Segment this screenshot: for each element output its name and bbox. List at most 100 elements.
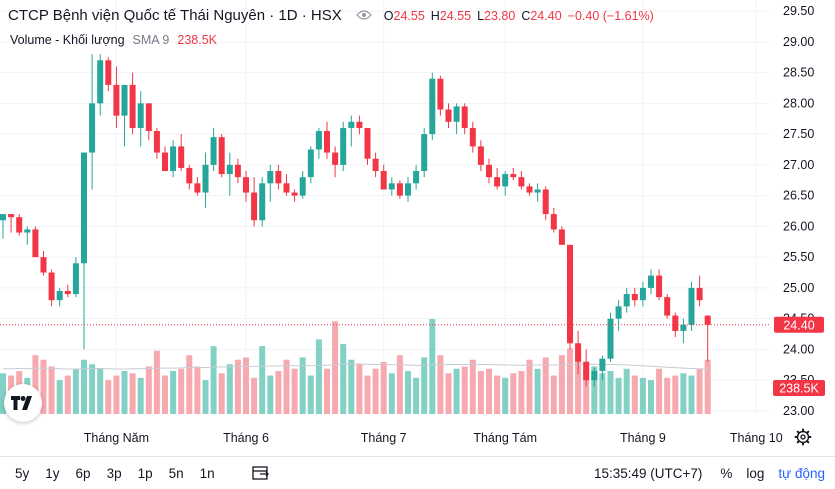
candle-body bbox=[372, 158, 379, 172]
timeframe-1y[interactable]: 1y bbox=[45, 465, 60, 481]
high-value: 24.55 bbox=[439, 8, 472, 23]
volume-bar bbox=[372, 368, 379, 414]
volume-bar bbox=[121, 371, 128, 414]
chart-title[interactable]: CTCP Bệnh viện Quốc tế Thái Nguyên · 1D … bbox=[8, 7, 342, 24]
candle-body bbox=[121, 84, 128, 116]
candle bbox=[461, 103, 468, 135]
candle-body bbox=[89, 103, 96, 153]
candle-body bbox=[72, 263, 79, 295]
volume-bar bbox=[656, 368, 663, 414]
candle bbox=[121, 84, 128, 147]
candle bbox=[24, 226, 31, 245]
candle bbox=[542, 186, 549, 221]
timeframe-3m[interactable]: 3p bbox=[106, 465, 122, 481]
candle bbox=[356, 115, 363, 135]
candle bbox=[639, 281, 646, 307]
candle-body bbox=[477, 146, 484, 165]
candle-body bbox=[64, 290, 71, 295]
volume-bar bbox=[639, 377, 646, 414]
last-price-label: 24.40 bbox=[774, 316, 824, 333]
volume-bar bbox=[113, 375, 120, 414]
volume-bar bbox=[243, 357, 249, 414]
candle bbox=[162, 146, 168, 172]
candle bbox=[145, 103, 152, 141]
candle-body bbox=[16, 217, 23, 233]
candle bbox=[696, 275, 703, 307]
auto-scale-toggle[interactable]: tự động bbox=[778, 466, 825, 481]
candle bbox=[234, 158, 241, 184]
tradingview-logo[interactable] bbox=[4, 384, 42, 422]
volume-bar bbox=[275, 371, 282, 414]
log-scale-toggle[interactable]: log bbox=[746, 466, 765, 481]
candle bbox=[340, 121, 347, 172]
candle-body bbox=[226, 164, 233, 175]
timeframe-5d[interactable]: 5n bbox=[168, 465, 184, 481]
y-tick-label: 25.50 bbox=[783, 250, 814, 264]
candle-body bbox=[332, 152, 339, 165]
volume-bar bbox=[631, 375, 638, 414]
candle bbox=[129, 72, 136, 135]
volume-bar bbox=[194, 366, 201, 414]
candle bbox=[486, 158, 492, 184]
volume-indicator: SMA 9 bbox=[132, 33, 170, 47]
volume-legend[interactable]: Volume - Khối lượng SMA 9 238.5K bbox=[10, 33, 217, 47]
timeframe-1m[interactable]: 1p bbox=[137, 465, 153, 481]
candle bbox=[477, 140, 484, 172]
percent-scale-toggle[interactable]: % bbox=[720, 466, 733, 481]
candle-body bbox=[0, 214, 6, 221]
chart-grid bbox=[0, 0, 770, 414]
volume-bar bbox=[510, 373, 517, 414]
volume-bar bbox=[186, 355, 193, 414]
ohlc-values: O24.55 H24.55 L23.80 C24.40 −0.40 (−1.61… bbox=[383, 8, 654, 23]
candle-body bbox=[40, 257, 47, 273]
y-tick-label: 27.50 bbox=[783, 127, 814, 141]
x-tick-label: Tháng Tám bbox=[473, 431, 537, 445]
volume-bar bbox=[324, 368, 330, 414]
candle bbox=[567, 244, 573, 350]
x-tick-label: Tháng 10 bbox=[730, 431, 783, 445]
volume-bars bbox=[0, 319, 711, 414]
timeframe-6m[interactable]: 6p bbox=[75, 465, 91, 481]
volume-bar bbox=[542, 357, 549, 414]
candle-body bbox=[518, 177, 525, 187]
volume-bar bbox=[518, 371, 525, 414]
eye-icon[interactable] bbox=[355, 8, 372, 23]
time-axis: Tháng Năm Tháng 6 Tháng 7 Tháng Tám Tháng 9 T… bbox=[84, 431, 783, 445]
candle-body bbox=[267, 171, 274, 184]
settings-gear-icon[interactable] bbox=[794, 428, 812, 446]
volume-bar bbox=[486, 368, 492, 414]
volume-bar bbox=[429, 319, 436, 414]
y-tick-label: 26.50 bbox=[783, 189, 814, 203]
volume-bar bbox=[178, 368, 185, 414]
candle bbox=[210, 127, 217, 172]
candle-body bbox=[583, 361, 590, 381]
volume-bar bbox=[461, 366, 468, 414]
candle bbox=[275, 164, 282, 190]
candle bbox=[575, 330, 582, 375]
volume-bar bbox=[145, 366, 152, 414]
candle-body bbox=[696, 287, 703, 301]
candle-body bbox=[437, 78, 444, 110]
price-chart[interactable]: 29.50 29.00 28.50 28.00 27.50 27.00 26.50 26.00… bbox=[0, 0, 835, 456]
candle-body bbox=[664, 297, 671, 316]
volume-bar bbox=[89, 364, 96, 414]
volume-bar bbox=[56, 380, 63, 414]
volume-bar bbox=[218, 373, 225, 414]
volume-bar bbox=[615, 377, 622, 414]
timeframe-5y[interactable]: 5y bbox=[15, 465, 30, 481]
candle bbox=[64, 284, 71, 298]
candle bbox=[413, 164, 420, 190]
candle bbox=[48, 269, 55, 307]
candle-body bbox=[234, 164, 241, 178]
candle-body bbox=[202, 164, 209, 193]
candle-body bbox=[639, 287, 646, 301]
clock[interactable]: 15:35:49 (UTC+7) bbox=[593, 466, 703, 481]
volume-bar bbox=[259, 346, 266, 414]
volume-bar bbox=[315, 339, 322, 414]
candle bbox=[170, 140, 177, 178]
compare-dates-icon[interactable] bbox=[251, 464, 271, 482]
timeframe-1d[interactable]: 1n bbox=[199, 465, 215, 481]
volume-bar bbox=[664, 377, 671, 414]
candle-body bbox=[542, 189, 549, 215]
candle bbox=[437, 75, 444, 116]
